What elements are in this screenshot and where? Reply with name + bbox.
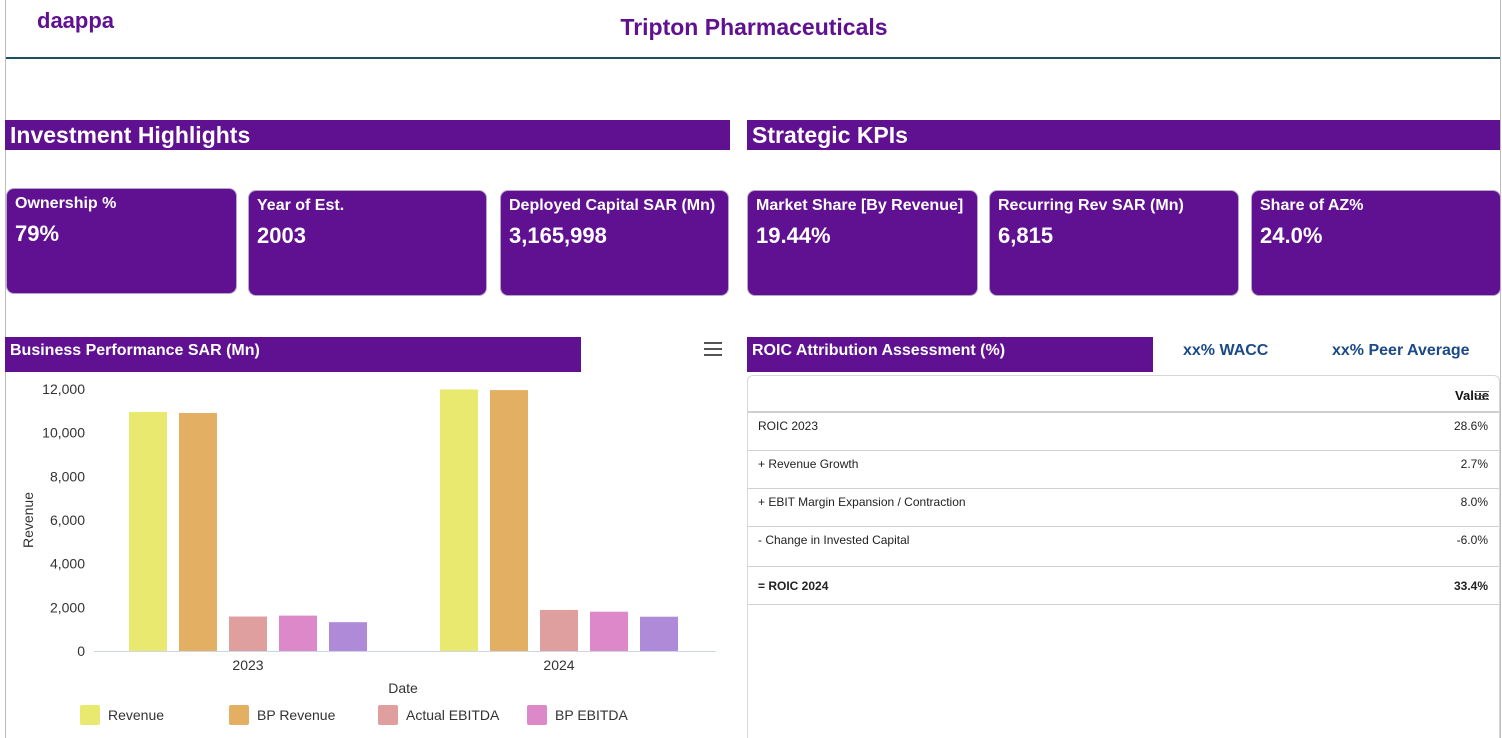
row-label: - Change in Invested Capital (758, 533, 910, 547)
legend-label: BP EBITDA (555, 707, 628, 723)
legend-label: Actual EBITDA (406, 707, 500, 723)
kpi-label: Recurring Rev SAR (Mn) (998, 197, 1184, 214)
y-tick-label: 12,000 (42, 381, 85, 397)
legend-swatch (378, 705, 398, 725)
row-value: 8.0% (1460, 495, 1488, 509)
kpi-value: 24.0% (1260, 223, 1323, 248)
y-tick-label: 2,000 (50, 599, 85, 615)
business-performance-header: Business Performance SAR (Mn) (5, 337, 581, 372)
kpi-value: 6,815 (998, 223, 1054, 248)
bar (590, 611, 628, 651)
row-value: 28.6% (1453, 419, 1488, 433)
x-tick-label: 2023 (232, 657, 263, 673)
legend-swatch (229, 705, 249, 725)
table-row: - Change in Invested Capital -6.0% (748, 527, 1499, 567)
bar (179, 413, 217, 651)
legend-item[interactable]: Actual EBITDA (378, 705, 499, 725)
page-title: Tripton Pharmaceuticals (620, 14, 888, 40)
kpi-card-recurring-revenue: Recurring Rev SAR (Mn) 6,815 (989, 190, 1239, 296)
bar (279, 615, 317, 651)
legend-item[interactable]: BP Revenue (229, 705, 335, 725)
bar (229, 616, 267, 651)
row-label: = ROIC 2024 (758, 579, 829, 593)
y-tick-label: 0 (77, 643, 85, 659)
table-row: + Revenue Growth 2.7% (748, 451, 1499, 489)
table-row: + EBIT Margin Expansion / Contraction 8.… (748, 489, 1499, 527)
kpi-label: Ownership % (15, 195, 117, 212)
bar (640, 616, 678, 651)
kpi-card-market-share: Market Share [By Revenue] 19.44% (747, 190, 978, 296)
kpi-label: Share of AZ% (1260, 197, 1364, 214)
row-value: 33.4% (1453, 579, 1488, 593)
table-menu-icon[interactable] (1475, 391, 1489, 403)
kpi-value: 79% (15, 221, 60, 246)
x-tick-label: 2024 (543, 657, 574, 673)
kpi-card-year-established: Year of Est. 2003 (248, 190, 487, 296)
legend-item[interactable]: Revenue (80, 705, 164, 725)
row-value: -6.0% (1456, 533, 1488, 547)
strategic-kpis-header: Strategic KPIs (747, 120, 1500, 150)
y-axis-title: Revenue (20, 492, 36, 548)
frame-right-border (1500, 0, 1501, 738)
legend-swatch (80, 705, 100, 725)
y-tick-label: 4,000 (50, 556, 85, 572)
header-divider (6, 57, 1500, 59)
y-tick-label: 10,000 (42, 425, 85, 441)
roic-header: ROIC Attribution Assessment (%) (747, 337, 1153, 372)
y-tick-label: 8,000 (50, 468, 85, 484)
chart-menu-icon[interactable] (704, 342, 722, 356)
wacc-link[interactable]: xx% WACC (1183, 342, 1269, 359)
bar (329, 622, 367, 651)
investment-highlights-header: Investment Highlights (5, 120, 730, 150)
kpi-value: 19.44% (756, 223, 831, 248)
legend-swatch (527, 705, 547, 725)
bar (540, 609, 578, 651)
legend-label: BP Revenue (257, 707, 336, 723)
row-label: + EBIT Margin Expansion / Contraction (758, 495, 966, 509)
table-row-total: = ROIC 2024 33.4% (748, 567, 1499, 605)
kpi-value: 3,165,998 (509, 223, 607, 248)
table-row: ROIC 2023 28.6% (748, 413, 1499, 451)
kpi-value: 2003 (257, 223, 306, 248)
brand-logo: daappa (37, 8, 115, 33)
business-performance-chart: 0 2,000 4,000 6,000 8,000 10,000 12,000 Revenue… (20, 381, 716, 696)
bar (440, 389, 478, 651)
kpi-label: Market Share [By Revenue] (756, 197, 964, 214)
kpi-label: Deployed Capital SAR (Mn) (509, 197, 716, 214)
kpi-card-share-of-az: Share of AZ% 24.0% (1251, 190, 1501, 296)
x-axis-title: Date (388, 680, 418, 696)
roic-table-header: Value (748, 376, 1499, 413)
legend-item[interactable]: BP EBITDA (527, 705, 628, 725)
row-value: 2.7% (1460, 457, 1488, 471)
row-label: + Revenue Growth (758, 457, 859, 471)
row-label: ROIC 2023 (758, 419, 819, 433)
peer-average-link[interactable]: xx% Peer Average (1332, 342, 1470, 359)
y-tick-label: 6,000 (50, 512, 85, 528)
legend-label: Revenue (108, 707, 165, 723)
bar (129, 411, 167, 651)
kpi-card-ownership: Ownership % 79% (6, 188, 237, 294)
bar (490, 390, 528, 651)
kpi-card-deployed-capital: Deployed Capital SAR (Mn) 3,165,998 (500, 190, 729, 296)
roic-table: Value ROIC 2023 28.6% + Revenue Growth 2… (747, 375, 1500, 738)
kpi-label: Year of Est. (257, 197, 345, 214)
